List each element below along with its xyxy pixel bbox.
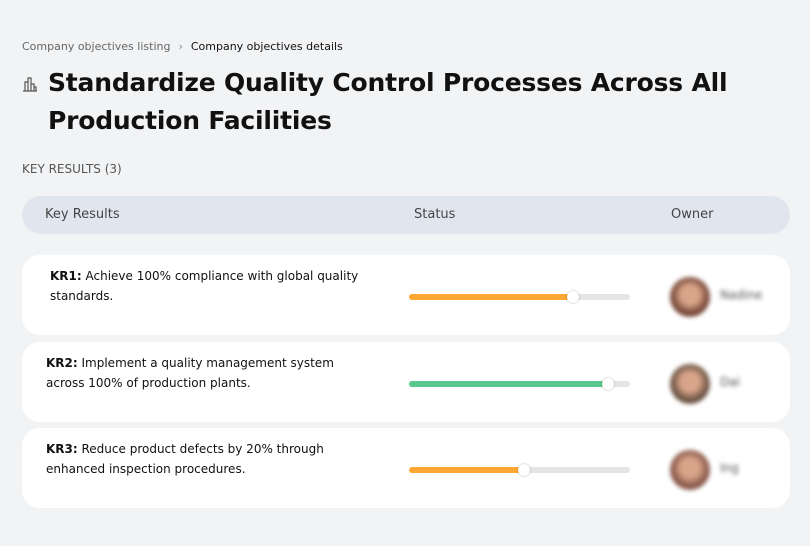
key-result-description: Reduce product defects by 20% through en…	[46, 442, 324, 476]
owner-name: Dai	[720, 375, 740, 389]
progress-thumb[interactable]	[517, 464, 530, 476]
key-results-count: KEY RESULTS (3)	[22, 162, 122, 176]
progress-fill	[409, 467, 524, 473]
progress-bar	[409, 464, 630, 476]
avatar	[670, 450, 710, 490]
breadcrumb-current: Company objectives details	[190, 40, 343, 53]
column-owner: Owner	[671, 207, 714, 222]
owner-name: Ing	[720, 461, 739, 475]
key-result-id: KR2:	[46, 356, 78, 370]
progress-thumb[interactable]	[566, 291, 579, 303]
progress-fill	[409, 294, 573, 300]
progress-thumb[interactable]	[601, 378, 614, 390]
progress-bar	[409, 378, 630, 390]
page-title: Standardize Quality Control Processes Ac…	[48, 68, 728, 135]
column-status: Status	[414, 207, 456, 222]
progress-fill	[409, 381, 608, 387]
key-result-description: Achieve 100% compliance with global qual…	[50, 269, 359, 303]
progress-bar	[409, 291, 630, 303]
page-header: Standardize Quality Control Processes Ac…	[22, 64, 742, 140]
avatar	[670, 364, 710, 404]
key-result-row[interactable]: KR2: Implement a quality management syst…	[22, 342, 790, 422]
key-result-id: KR1:	[50, 269, 82, 283]
key-result-text: KR2: Implement a quality management syst…	[46, 354, 366, 393]
key-result-id: KR3:	[46, 442, 78, 456]
column-key-results: Key Results	[45, 207, 120, 222]
table-header: Key Results Status Owner	[22, 196, 790, 234]
key-result-row[interactable]: KR1: Achieve 100% compliance with global…	[22, 255, 790, 335]
key-result-text: KR3: Reduce product defects by 20% throu…	[46, 440, 366, 479]
key-result-row[interactable]: KR3: Reduce product defects by 20% throu…	[22, 428, 790, 508]
key-result-text: KR1: Achieve 100% compliance with global…	[50, 267, 370, 306]
breadcrumb-separator: ›	[178, 40, 183, 53]
avatar	[670, 277, 710, 317]
building-chart-icon	[23, 77, 37, 92]
breadcrumb: Company objectives listing › Company obj…	[22, 40, 343, 53]
owner-name: Nadine	[720, 288, 763, 302]
key-result-description: Implement a quality management system ac…	[46, 356, 334, 390]
breadcrumb-parent-link[interactable]: Company objectives listing	[22, 40, 171, 53]
